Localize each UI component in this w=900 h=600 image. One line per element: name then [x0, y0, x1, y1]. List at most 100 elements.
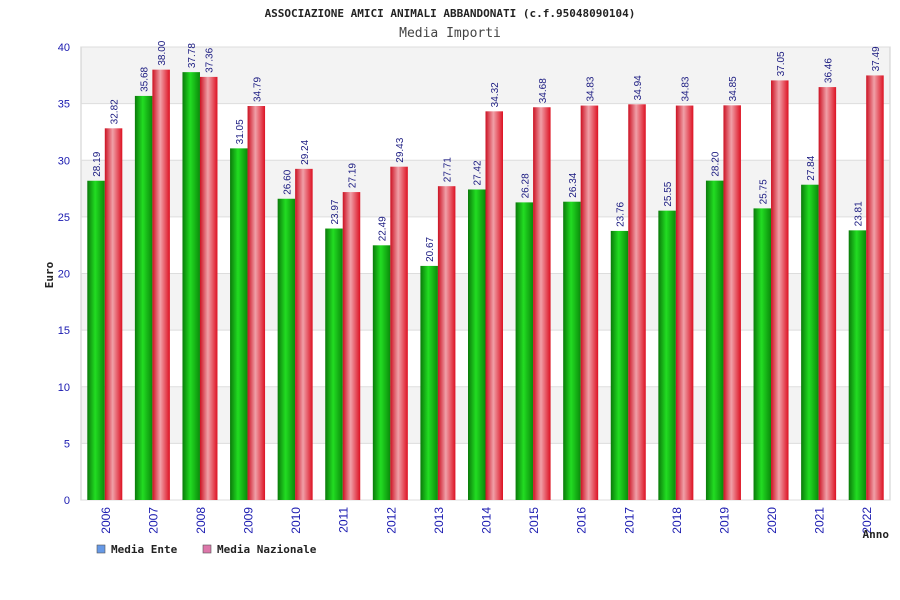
bar-media-ente-2022 — [848, 230, 867, 500]
value-label: 34.83 — [585, 76, 596, 101]
bar-media-nazionale-2018 — [675, 105, 694, 501]
x-tick-label: 2016 — [575, 507, 589, 534]
bars — [87, 69, 884, 501]
y-tick-label: 20 — [58, 269, 70, 281]
legend-swatch — [202, 544, 212, 554]
value-label: 37.05 — [776, 51, 787, 76]
bar-media-nazionale-2015 — [533, 107, 551, 501]
value-label: 37.78 — [187, 43, 198, 68]
bar-media-ente-2010 — [277, 198, 296, 500]
bar-media-nazionale-2008 — [199, 76, 218, 500]
x-tick-label: 2015 — [527, 507, 541, 534]
bar-media-ente-2018 — [658, 210, 676, 501]
legend-swatch — [96, 544, 106, 554]
x-axis-ticks: 2006 2007 2008 2009 2010 2011 2012 2013 2014 2015… — [99, 507, 874, 534]
value-label: 22.49 — [378, 216, 389, 241]
y-axis-ticks: 0 5 10 15 20 25 30 35 40 — [58, 42, 70, 507]
bar-media-ente-2013 — [420, 265, 438, 500]
x-tick-label: 2022 — [860, 507, 874, 534]
bar-media-nazionale-2009 — [247, 106, 266, 501]
y-tick-label: 40 — [58, 42, 70, 54]
x-tick-label: 2017 — [622, 507, 636, 534]
y-tick-label: 25 — [58, 212, 70, 224]
x-tick-label: 2007 — [146, 507, 160, 534]
x-tick-label: 2006 — [99, 507, 113, 534]
bar-media-nazionale-2022 — [866, 75, 884, 500]
y-axis-label: Euro — [43, 261, 56, 288]
legend-label: Media Ente — [111, 543, 178, 556]
x-tick-label: 2010 — [289, 507, 303, 534]
legend: Media Ente Media Nazionale — [96, 543, 317, 556]
value-label: 29.24 — [300, 139, 311, 164]
value-label: 29.43 — [395, 137, 406, 162]
bar-media-nazionale-2020 — [771, 80, 789, 500]
bar-media-ente-2021 — [801, 184, 819, 500]
value-label: 27.19 — [347, 163, 358, 188]
y-tick-label: 5 — [64, 438, 70, 450]
bar-media-ente-2015 — [515, 202, 534, 500]
y-tick-label: 15 — [58, 325, 70, 337]
y-tick-label: 30 — [58, 155, 70, 167]
chart-subtitle: Media Importi — [399, 26, 501, 41]
y-tick-label: 10 — [58, 382, 70, 394]
bar-media-ente-2007 — [134, 95, 153, 500]
legend-label: Media Nazionale — [217, 543, 317, 556]
bar-media-nazionale-2019 — [723, 105, 741, 500]
value-label: 35.68 — [140, 66, 151, 91]
bar-media-nazionale-2021 — [818, 87, 837, 500]
bar-media-ente-2006 — [87, 180, 105, 501]
bar-media-ente-2020 — [753, 208, 772, 500]
y-tick-label: 35 — [58, 99, 70, 111]
value-label: 34.32 — [490, 82, 501, 107]
bar-media-nazionale-2013 — [437, 186, 456, 500]
value-label: 25.55 — [663, 181, 674, 206]
bar-media-ente-2017 — [610, 230, 629, 500]
value-label: 27.71 — [443, 157, 454, 182]
chart-title: ASSOCIAZIONE AMICI ANIMALI ABBANDONATI (… — [265, 7, 636, 20]
bar-media-nazionale-2014 — [485, 111, 503, 501]
bar-media-nazionale-2010 — [295, 168, 313, 500]
bar-media-ente-2012 — [372, 245, 391, 500]
value-label: 26.34 — [568, 172, 579, 197]
value-label: 31.05 — [235, 119, 246, 144]
y-tick-label: 0 — [64, 495, 70, 507]
value-label: 23.76 — [616, 201, 627, 226]
value-label: 34.85 — [728, 76, 739, 101]
x-tick-label: 2021 — [813, 507, 827, 534]
x-tick-label: 2013 — [432, 507, 446, 534]
bar-media-ente-2014 — [468, 189, 486, 500]
x-tick-label: 2012 — [384, 507, 398, 534]
value-label: 28.20 — [711, 151, 722, 176]
bar-media-nazionale-2006 — [104, 128, 123, 500]
value-label: 34.83 — [681, 76, 692, 101]
value-label: 38.00 — [157, 40, 168, 65]
value-label: 37.49 — [871, 46, 882, 71]
value-label: 26.60 — [282, 169, 293, 194]
bar-media-nazionale-2011 — [342, 192, 361, 501]
x-tick-label: 2020 — [765, 507, 779, 534]
bar-media-ente-2016 — [563, 201, 581, 500]
value-label: 32.82 — [110, 99, 121, 124]
x-tick-label: 2014 — [480, 507, 494, 534]
x-tick-label: 2008 — [194, 507, 208, 534]
value-label: 36.46 — [823, 58, 834, 83]
value-label: 28.19 — [92, 151, 103, 176]
value-label: 37.36 — [205, 47, 216, 72]
x-tick-label: 2018 — [670, 507, 684, 534]
value-label: 20.67 — [425, 236, 436, 261]
value-labels: 28.19 32.82 35.68 38.00 37.78 37.36 31.05 34.79… — [92, 40, 882, 262]
bar-media-ente-2008 — [182, 72, 200, 500]
value-label: 25.75 — [758, 179, 769, 204]
bar-media-nazionale-2007 — [152, 69, 170, 501]
x-tick-label: 2011 — [337, 507, 351, 533]
value-label: 23.97 — [330, 199, 341, 224]
bar-media-ente-2019 — [705, 180, 724, 500]
bar-media-nazionale-2017 — [628, 104, 646, 500]
value-label: 34.68 — [538, 78, 549, 103]
bar-media-nazionale-2016 — [580, 105, 599, 501]
value-label: 34.94 — [633, 75, 644, 100]
x-tick-label: 2019 — [717, 507, 731, 534]
bar-media-nazionale-2012 — [390, 166, 408, 500]
value-label: 23.81 — [853, 201, 864, 226]
